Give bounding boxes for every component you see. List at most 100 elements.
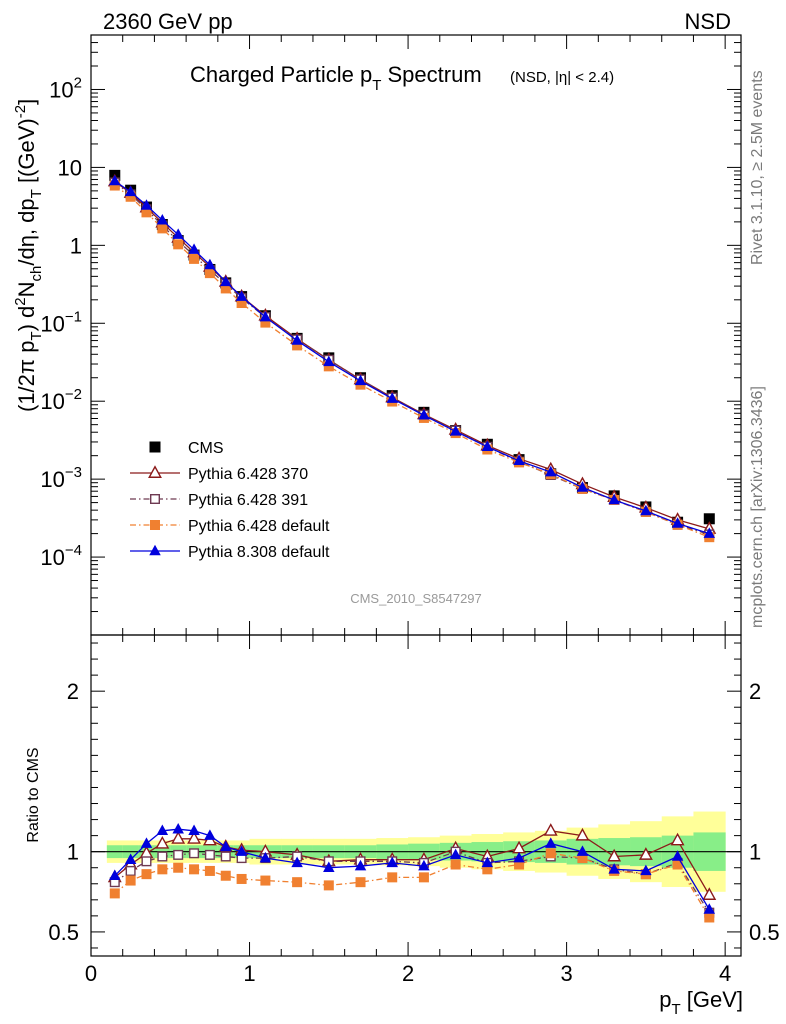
main-data-point	[140, 199, 153, 210]
main-data-point	[418, 409, 430, 420]
ratio-data-point	[220, 870, 231, 881]
x-tick-label: 2	[402, 961, 414, 986]
ratio-data-point	[702, 887, 717, 900]
legend-marker	[149, 544, 161, 556]
ratio-data-point	[189, 864, 200, 875]
ratio-data-point	[125, 865, 136, 876]
ratio-y-tick-label: 2	[749, 679, 761, 704]
legend-marker	[148, 465, 162, 478]
ratio-data-point	[450, 859, 461, 870]
analysis-watermark: CMS_2010_S8547297	[350, 591, 482, 606]
ratio-data-point	[204, 829, 216, 840]
main-data-point	[576, 481, 589, 492]
ratio-series-4	[109, 822, 716, 914]
main-data-point	[204, 268, 215, 279]
main-data-point	[236, 298, 247, 309]
legend-marker	[149, 441, 161, 453]
x-tick-label: 3	[560, 961, 572, 986]
ratio-data-point	[235, 845, 248, 856]
x-axis-label: pT [GeV]	[659, 987, 743, 1018]
ratio-series-line	[114, 852, 710, 918]
ratio-data-point	[418, 859, 430, 871]
ratio-data-point	[355, 877, 366, 888]
main-y-tick-label: 102	[49, 74, 82, 102]
main-data-point	[608, 493, 620, 505]
ratio-data-point	[482, 864, 493, 875]
ratio-panel: 0.5 0.5 1 1 2 2 0 1 2 3 4 Ratio to CMS pT [GeV]	[25, 634, 780, 1018]
ratio-data-point	[188, 824, 200, 836]
main-data-point	[703, 527, 716, 538]
ratio-data-point	[204, 865, 215, 876]
source-label: mcplots.cern.ch [arXiv:1306.3436]	[749, 386, 766, 628]
ratio-y-axis: 0.5 0.5 1 1 2 2	[48, 642, 780, 949]
main-data-point	[291, 334, 303, 345]
ratio-data-point	[141, 856, 152, 867]
ratio-data-point	[576, 845, 589, 856]
ratio-data-point	[140, 837, 153, 848]
main-data-point	[481, 440, 494, 452]
ratio-data-point	[575, 827, 590, 841]
header-process-label: NSD	[685, 9, 731, 34]
ratio-y-tick-label: 2	[67, 679, 79, 704]
main-series-5	[109, 174, 716, 538]
ratio-data-point	[172, 822, 184, 834]
main-series-4	[109, 180, 715, 543]
main-data-point	[109, 180, 120, 191]
ratio-data-point	[157, 864, 168, 875]
legend-label: Pythia 6.428 370	[188, 466, 308, 483]
main-data-point	[260, 317, 271, 328]
main-title-rest: Spectrum	[381, 62, 481, 87]
main-data-point	[703, 513, 715, 525]
ratio-data-point	[671, 850, 684, 861]
main-data-point	[323, 361, 334, 372]
svg-text:Charged Particle pT Spectrum: Charged Particle pT Spectrum	[190, 62, 482, 94]
ratio-data-point	[418, 872, 429, 883]
ratio-plot-area	[91, 811, 741, 923]
ratio-data-point	[173, 862, 184, 873]
main-y-tick-label: 10	[58, 155, 82, 180]
main-y-tick-label: 10−1	[40, 308, 82, 336]
ratio-data-point	[292, 877, 303, 888]
main-data-point	[173, 239, 184, 250]
ratio-data-point	[672, 859, 683, 870]
main-data-point	[188, 243, 200, 254]
x-axis-label-unit: [GeV]	[681, 987, 743, 1012]
ratio-data-point	[141, 869, 152, 880]
ratio-data-point	[387, 872, 398, 883]
x-axis-label-subscript: T	[671, 1001, 680, 1018]
main-data-point	[386, 392, 398, 403]
main-y-axis-label: (1/2π pT) d2Nch/dη, dpT [(GeV)-2]	[12, 99, 45, 412]
main-data-point	[189, 253, 200, 264]
header-energy-label: 2360 GeV pp	[103, 9, 233, 34]
svg-text:(1/2π pT) d2Nch/dη, dpT [(GeV): (1/2π pT) d2Nch/dη, dpT [(GeV)-2]	[12, 99, 45, 412]
ratio-data-point	[513, 851, 525, 863]
ratio-data-point	[545, 848, 556, 859]
ratio-data-point	[109, 888, 120, 899]
ratio-data-point	[481, 856, 494, 868]
main-data-point	[323, 355, 335, 367]
main-data-point	[141, 207, 152, 218]
ratio-data-point	[156, 824, 169, 836]
ratio-data-point	[640, 864, 652, 876]
main-title: Charged Particle pT Spectrum (NSD, |η| <…	[190, 62, 614, 94]
ratio-data-point	[670, 832, 685, 846]
ratio-data-point	[125, 875, 136, 886]
ratio-data-point	[157, 851, 168, 862]
legend-label: Pythia 6.428 391	[188, 492, 308, 509]
main-data-point	[449, 425, 462, 436]
main-data-point	[259, 310, 272, 322]
ratio-data-point	[291, 856, 303, 868]
main-data-point	[640, 504, 652, 516]
main-data-point	[545, 465, 557, 477]
legend-label: Pythia 6.428 default	[188, 518, 330, 535]
main-title-cut: (NSD, |η| < 2.4)	[510, 69, 614, 86]
ratio-y-tick-label: 0.5	[48, 920, 79, 945]
ratio-data-point	[220, 851, 231, 862]
ratio-data-point	[577, 853, 588, 864]
legend-label: Pythia 8.308 default	[188, 544, 330, 561]
ratio-data-point	[545, 837, 557, 848]
main-data-point	[172, 228, 184, 239]
main-y-axis: 10−4 10−3 10−2 10−1 1 10 102	[40, 34, 741, 636]
ratio-data-point	[514, 859, 525, 870]
x-tick-label: 1	[243, 961, 255, 986]
